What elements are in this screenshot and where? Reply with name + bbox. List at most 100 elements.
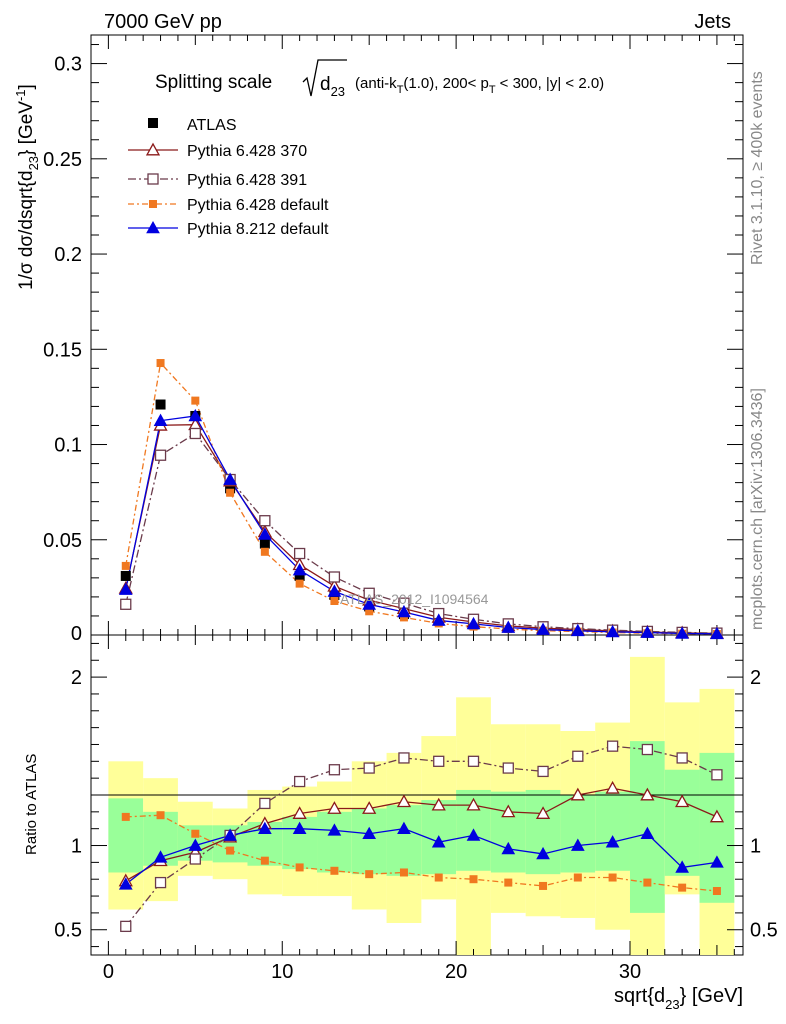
ylabel-main: 1/σ dσ/dsqrt{d (16, 170, 37, 290)
green-band-bin (560, 795, 596, 873)
series-point-ratio (467, 755, 480, 767)
series-point-ratio (330, 866, 339, 875)
series-point-ratio (711, 769, 723, 781)
ratio-y-tick-label-right: 1 (750, 836, 761, 858)
green-band-bin (351, 808, 387, 875)
series-point-main (259, 515, 271, 527)
series-point-ratio (327, 801, 342, 814)
series-point-ratio (433, 755, 445, 767)
series-line-main (125, 415, 717, 635)
series-point-ratio (118, 877, 133, 890)
header-energy: 7000 GeV pp (104, 11, 222, 33)
series-point-main (226, 488, 235, 497)
x-tick-label: 30 (619, 961, 641, 983)
title-part-a: Splitting scale (155, 72, 272, 93)
series-point-ratio (709, 809, 725, 823)
legend-marker (147, 173, 159, 185)
ratio-bands (108, 656, 735, 955)
rivet-version: Rivet 3.1.10, ≥ 400k events (749, 71, 766, 265)
ylabel-close: ] (16, 84, 37, 89)
series-point-ratio (153, 850, 168, 863)
mcplots-source: mcplots.cern.ch [arXiv:1306.3436] (749, 388, 766, 630)
series-point-main (710, 626, 724, 640)
series-point-ratio (710, 855, 724, 868)
title-cuts: (anti-kT(1.0), 200< pT < 300, |y| < 2.0) (355, 75, 604, 96)
series-point-main (292, 563, 307, 576)
series-point-ratio (502, 762, 514, 774)
title-sqrt-body: d23 (320, 74, 345, 99)
chart-title: Splitting scale (155, 72, 272, 93)
ratio-y-tick-label: 0.5 (54, 920, 82, 942)
series-point-ratio (504, 878, 513, 887)
x-tick-label: 10 (271, 961, 293, 983)
series-point-ratio (608, 873, 617, 882)
series-point-main (330, 597, 339, 605)
series-point-ratio (570, 787, 585, 801)
atlas-data-point (225, 483, 236, 494)
legend-label: Pythia 6.428 default (187, 197, 329, 214)
series-point-main (120, 598, 132, 610)
series-point-main (188, 408, 203, 422)
series-point-ratio (572, 750, 584, 762)
series-point-main (675, 626, 689, 639)
series-point-ratio (535, 806, 551, 819)
y-tick-label: 0.05 (43, 530, 82, 552)
series-point-ratio (226, 846, 235, 855)
series-point-ratio (156, 811, 165, 820)
legend-label-atlas: ATLAS (187, 117, 237, 134)
y-tick-label: 0.2 (54, 244, 82, 266)
y-axis-label: 1/σ dσ/dsqrt{d23} [GeV-1] (13, 84, 41, 290)
legend-marker (146, 220, 160, 234)
series-point-ratio (501, 841, 516, 855)
series-point-ratio (327, 823, 342, 836)
y-tick-label: 0.25 (43, 149, 82, 171)
series-point-ratio (259, 797, 271, 810)
x-tick-label: 0 (103, 961, 114, 983)
legend: ATLAS Pythia 6.428 370 Pythia 6.428 391 Pyt… (128, 117, 329, 238)
title-part-d: (anti-k (355, 75, 397, 92)
series-point-ratio (260, 856, 269, 865)
series-point-ratio (712, 887, 721, 895)
series-line-main (125, 361, 717, 635)
x-tick-label: 20 (445, 961, 467, 983)
series-point-main (501, 620, 516, 633)
series-point-ratio (501, 804, 516, 818)
y-tick-label: 0.1 (54, 435, 82, 457)
series-point-main (362, 597, 377, 610)
series-point-ratio (675, 860, 689, 873)
series-point-ratio (398, 752, 410, 764)
series-point-main (153, 413, 168, 426)
series-point-ratio (292, 806, 307, 819)
series-point-main (293, 547, 306, 560)
ylabel-sup: -1 (13, 89, 28, 101)
series-point-ratio (466, 797, 481, 811)
series-point-main (118, 582, 133, 595)
ratio-y-tick-label: 2 (71, 667, 82, 689)
series-line-ratio (125, 814, 717, 892)
series-point-ratio (675, 794, 690, 808)
series-point-main (327, 584, 342, 597)
ylabel-end: } [GeV (16, 101, 37, 156)
series-point-main (605, 624, 620, 638)
series-point-ratio (434, 873, 443, 882)
series-point-ratio (293, 775, 306, 788)
series-point-ratio (539, 881, 548, 890)
title-part-c: 23 (331, 84, 345, 99)
series-point-ratio (640, 787, 655, 801)
title-sqrt-sign (302, 59, 347, 97)
y-tick-label-zero: 0 (71, 623, 82, 645)
series-point-ratio (120, 920, 132, 933)
green-band-bin (317, 811, 352, 873)
header-jets: Jets (694, 11, 731, 33)
series-point-main (328, 571, 341, 583)
series-point-ratio (188, 838, 203, 851)
ratio-y-tick-label-right: 2 (750, 667, 761, 689)
series-point-ratio (605, 780, 620, 794)
y-tick-label: 0.3 (54, 54, 82, 76)
series-point-ratio (605, 835, 620, 848)
series-point-main (191, 396, 200, 405)
series-point-ratio (363, 762, 375, 774)
series-point-ratio (641, 743, 654, 756)
title-part-g: T (489, 84, 496, 96)
